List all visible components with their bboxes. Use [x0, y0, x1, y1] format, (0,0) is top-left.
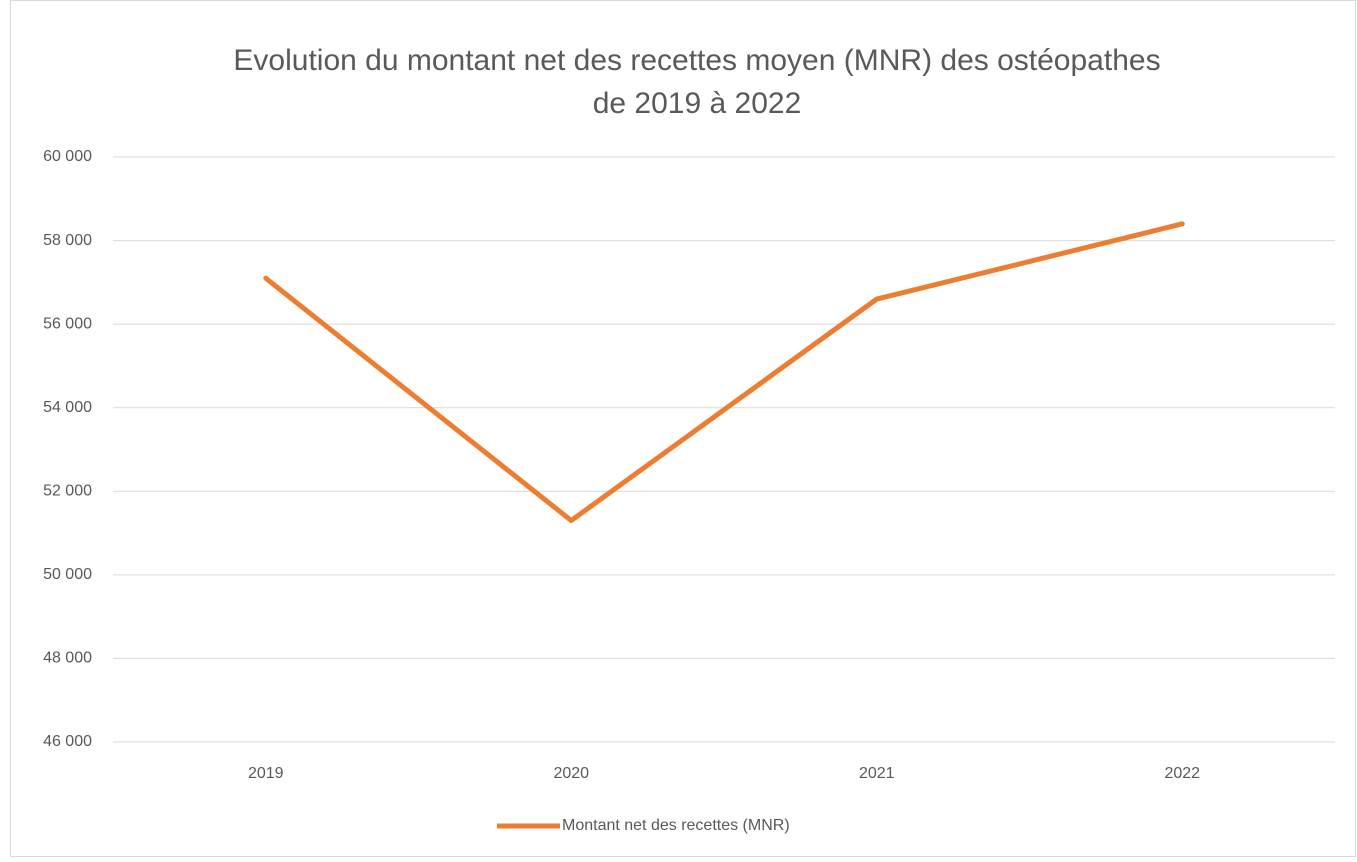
- y-tick-label: 54 000: [43, 399, 92, 416]
- x-tick-label: 2021: [859, 765, 895, 782]
- y-tick-label: 46 000: [43, 733, 92, 750]
- x-tick-label: 2019: [248, 765, 284, 782]
- y-tick-label: 58 000: [43, 232, 92, 249]
- y-tick-label: 50 000: [43, 566, 92, 583]
- x-tick-label: 2022: [1164, 765, 1200, 782]
- y-tick-label: 60 000: [43, 148, 92, 165]
- y-tick-label: 48 000: [43, 650, 92, 667]
- legend-label: Montant net des recettes (MNR): [562, 817, 790, 834]
- y-tick-label: 56 000: [43, 315, 92, 332]
- chart-title: Evolution du montant net des recettes mo…: [233, 44, 1160, 77]
- chart-title: de 2019 à 2022: [593, 87, 802, 120]
- chart-border: [10, 0, 1356, 857]
- y-tick-label: 52 000: [43, 483, 92, 500]
- x-tick-label: 2020: [553, 765, 589, 782]
- data-line: [263, 221, 1185, 524]
